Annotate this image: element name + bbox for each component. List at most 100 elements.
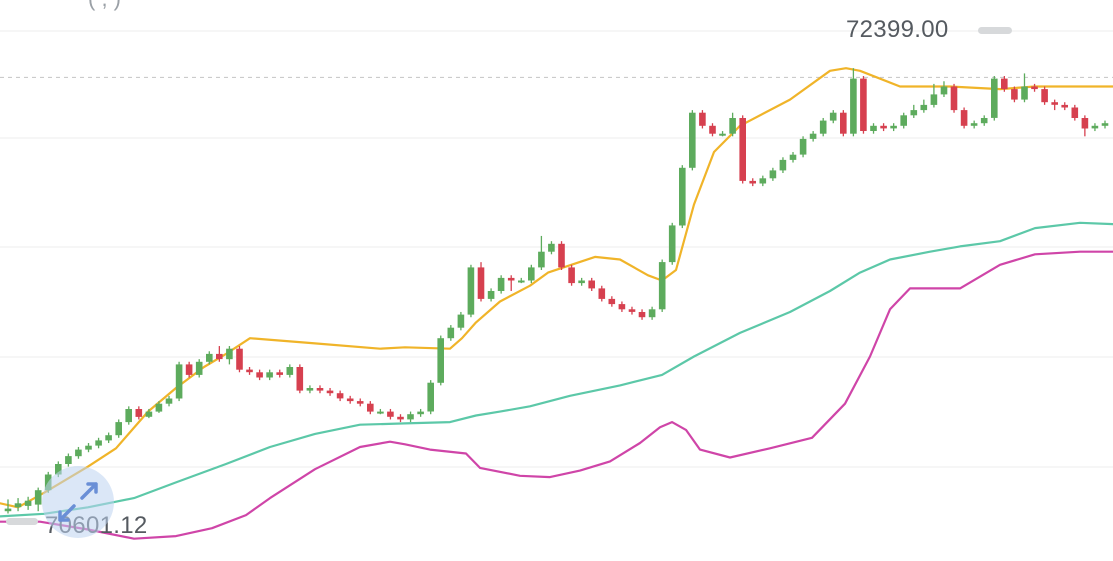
candle [588,277,595,291]
candle [910,104,918,118]
candle [266,369,273,381]
candle-body [628,309,636,312]
candle-body [457,314,465,328]
candle-body [538,251,545,268]
bollinger-bands [0,67,1113,540]
candle-body [75,449,82,457]
candle [1001,76,1008,92]
candle [226,346,233,365]
candle [749,178,756,187]
candle-body [1101,123,1109,126]
candle [256,369,263,381]
candle [890,123,897,132]
candle-body [195,361,203,375]
candle-body [658,262,666,310]
candle [236,346,243,373]
candle [105,432,112,444]
candle-body [991,78,998,118]
candle-body [185,364,193,375]
candle-body [890,125,897,129]
candle [850,68,857,137]
candle-body [367,403,374,412]
candle [246,367,253,375]
high-price-label: 72399.00 [846,16,949,43]
candle-body [518,280,525,283]
expand-arrows-icon [58,482,98,522]
candle-body [34,490,42,505]
candle-body [668,225,676,263]
candle-body [809,133,817,139]
candle [216,346,223,362]
candle [991,76,998,121]
candle [809,131,817,142]
candle [276,369,283,378]
candle-body [759,178,767,184]
candle [356,398,364,407]
candle-body [407,414,414,420]
candle-body [115,422,122,436]
candle [95,437,102,449]
candle-body [417,411,424,415]
candle [457,311,465,331]
candle [326,387,334,396]
candle [85,443,92,453]
candle-body [709,125,716,134]
candles [4,68,1109,514]
candle [538,235,545,271]
candle-body [1061,104,1068,108]
candle [185,361,193,378]
candle [930,83,938,108]
candle [598,285,606,302]
candle-body [356,401,364,404]
candle [75,446,82,459]
candle [789,152,797,163]
candle-body [870,125,877,131]
candle-body [618,304,626,310]
candle [447,325,455,341]
candle [1011,86,1018,103]
candle-body [477,267,485,299]
candle [306,385,314,394]
candle [175,361,183,402]
candle-body [568,267,575,284]
candle [477,262,485,302]
candle [387,408,394,420]
candle-body [1051,102,1058,105]
candle [24,496,32,510]
candle-body [256,372,263,378]
candle-body [1011,89,1018,100]
middle-band-line [0,221,1113,518]
candle [487,288,495,302]
candle-body [588,280,595,289]
expand-button[interactable] [42,466,114,538]
candle [1101,120,1109,129]
candle-body [14,503,22,508]
candle-body [850,78,857,134]
candle-body [4,508,12,512]
candle [568,264,575,286]
candle-body [739,118,746,181]
candle [769,167,777,181]
candle-body [487,291,495,299]
candle-body [840,112,847,134]
partial-header-label: ( , ) [88,0,121,12]
candle [1041,86,1048,105]
candle [1031,83,1038,92]
candle [367,401,374,415]
candle-body [548,243,555,252]
candle [739,115,746,184]
candle-body [679,167,686,226]
candle-body [65,456,72,464]
candle [860,76,867,134]
candle-body [427,382,434,412]
candle [980,115,988,126]
candle-body [346,398,354,402]
candle-body [950,86,958,111]
candle-body [326,390,334,394]
candle-body [467,267,475,315]
candle [286,364,294,378]
candle [1081,115,1089,137]
candle [1091,123,1099,132]
upper-band-line [0,67,1113,509]
